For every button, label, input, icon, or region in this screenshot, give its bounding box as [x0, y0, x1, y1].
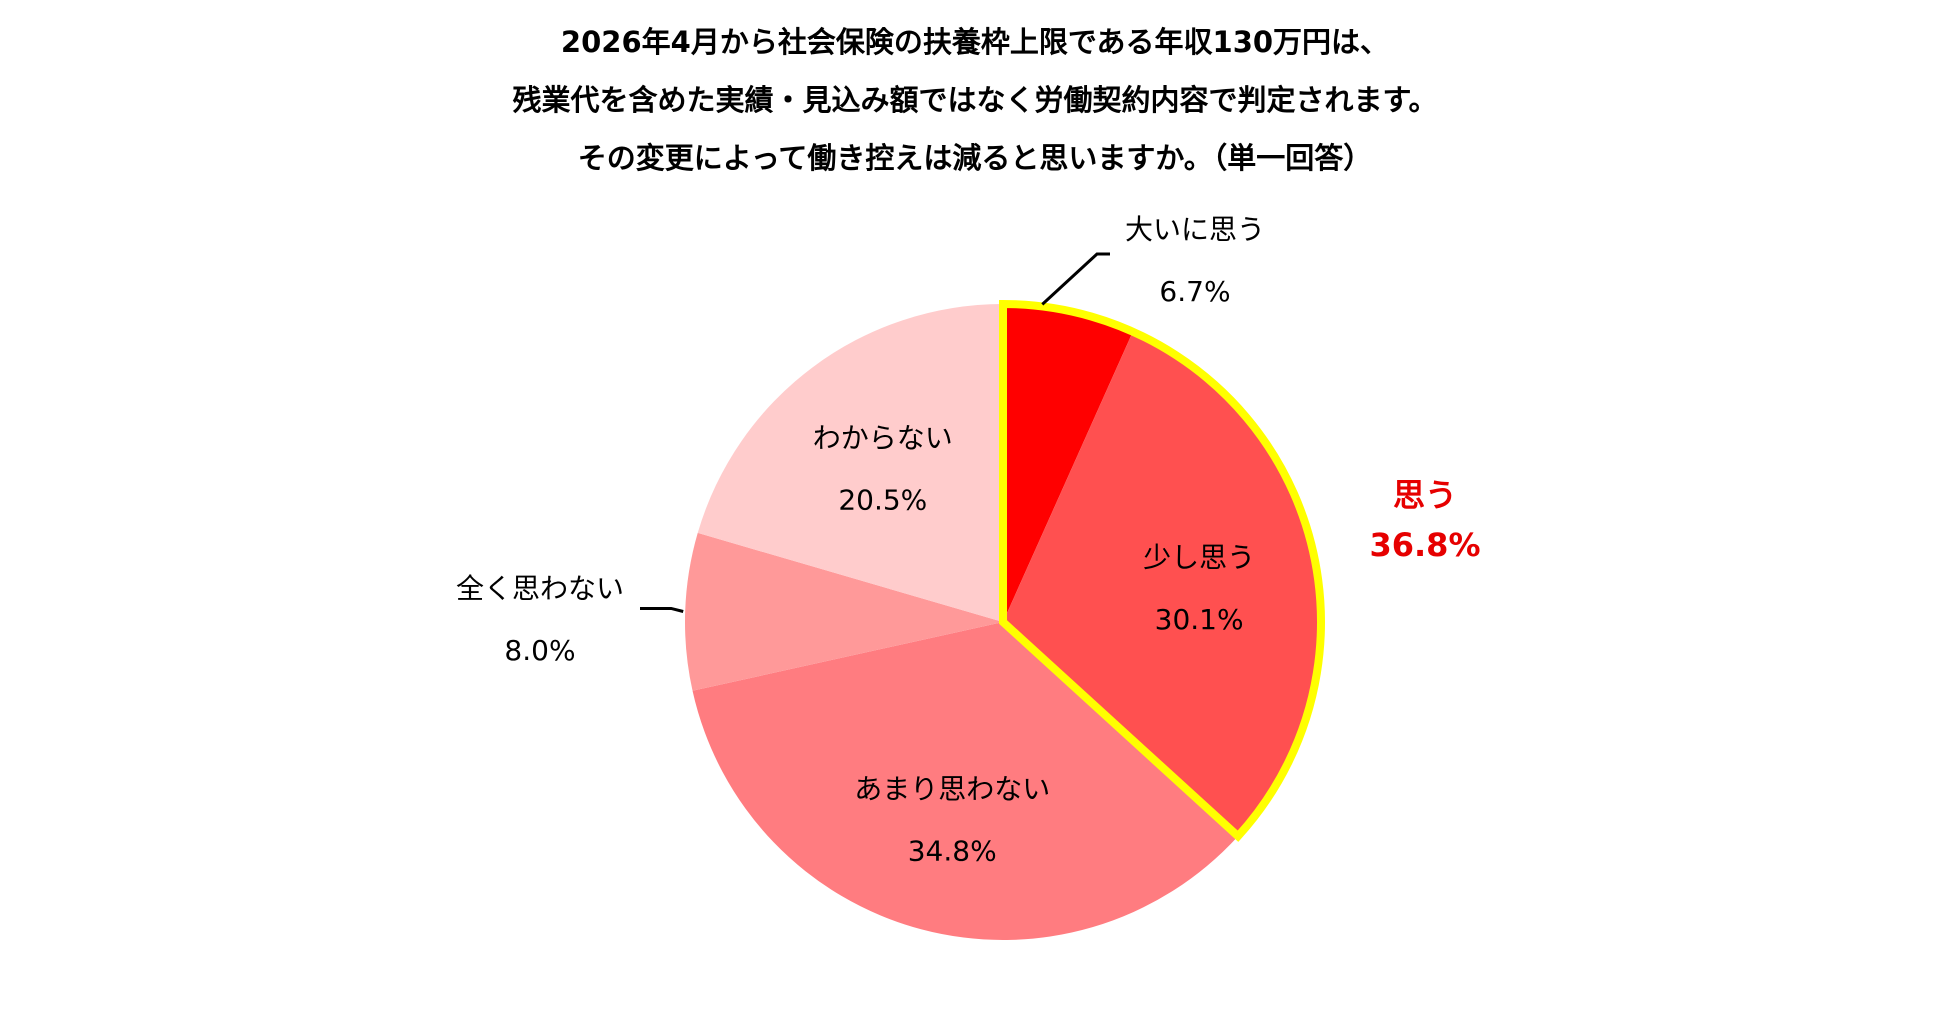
slice-1: [1003, 304, 1133, 622]
chart-title-line-3: その変更によって働き控えは減ると思いますか。（単一回答）: [577, 141, 1373, 175]
slice-3: [692, 622, 1239, 940]
slice-label-3: あまり思わない: [854, 773, 1050, 806]
highlight-group-value: 36.8%: [1369, 526, 1480, 564]
slice-label-5: わからない: [813, 422, 953, 455]
slice-5: [697, 304, 1003, 622]
slice-2: [1003, 331, 1321, 837]
slice-value-2: 30.1%: [1155, 603, 1244, 636]
slice-value-5: 20.5%: [838, 484, 927, 517]
slice-label-1: 大いに思う: [1125, 213, 1265, 246]
slice-value-4: 8.0%: [504, 634, 575, 667]
highlight-group-outline: [999, 299, 1325, 842]
slice-label-2: 少し思う: [1143, 541, 1255, 574]
slice-value-1: 6.7%: [1159, 275, 1230, 308]
slice-value-3: 34.8%: [908, 835, 997, 868]
slice-label-4: 全く思わない: [456, 572, 624, 605]
highlight-group-label: 思う: [1393, 476, 1457, 514]
leader-line-1: [1041, 252, 1110, 306]
chart-title-line-2: 残業代を含めた実績・見込み額ではなく労働契約内容で判定されます。: [512, 83, 1438, 117]
chart-title-line-1: 2026年4月から社会保険の扶養枠上限である年収130万円は、: [560, 25, 1390, 59]
leader-line-4: [640, 606, 684, 613]
slice-4: [684, 532, 1003, 691]
